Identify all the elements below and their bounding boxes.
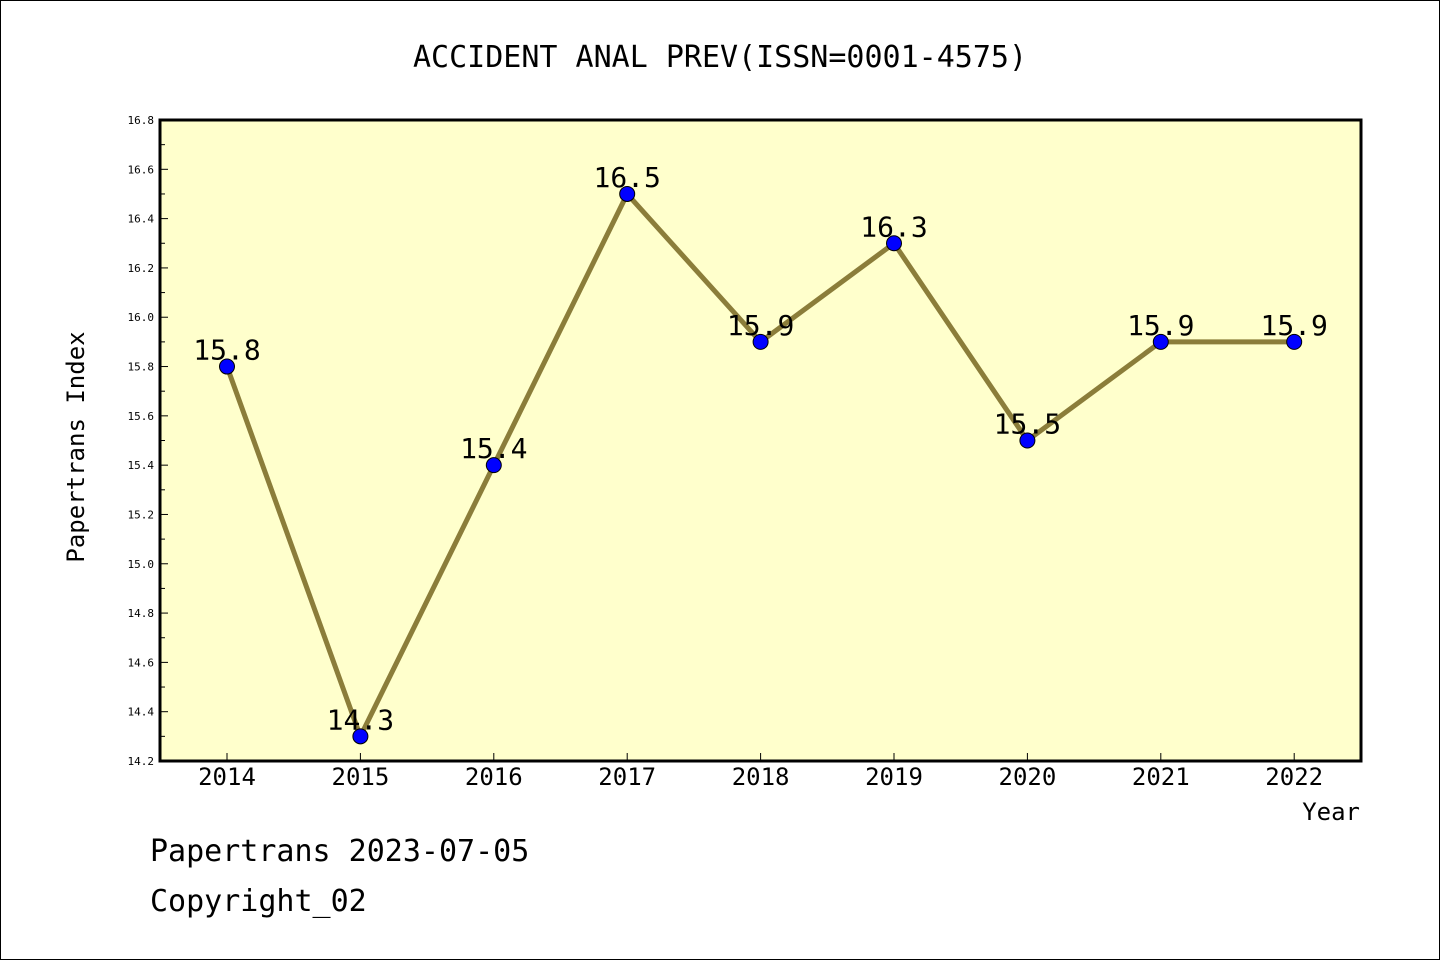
data-point xyxy=(619,185,636,202)
y-tick-label: 15.8 xyxy=(128,361,155,374)
x-tick-label: 2020 xyxy=(999,763,1057,791)
data-point xyxy=(752,333,769,350)
x-tick-label: 2015 xyxy=(332,763,390,791)
plot-area xyxy=(158,118,1363,763)
y-tick-label: 16.0 xyxy=(128,311,155,324)
data-label: 16.3 xyxy=(860,210,927,243)
y-tick-label: 15.0 xyxy=(128,558,155,571)
data-point xyxy=(352,728,369,745)
y-tick-label: 16.6 xyxy=(128,163,155,176)
y-tick-label: 14.4 xyxy=(128,706,155,719)
data-label: 15.9 xyxy=(1127,309,1194,342)
data-label: 14.3 xyxy=(327,703,394,736)
data-label: 15.5 xyxy=(994,408,1061,441)
data-label: 15.9 xyxy=(1260,309,1327,342)
footer-copyright: Copyright_02 xyxy=(150,884,367,919)
y-tick-label: 16.4 xyxy=(128,213,155,226)
x-tick-label: 2014 xyxy=(198,763,256,791)
x-tick-label: 2017 xyxy=(598,763,656,791)
x-tick-label: 2016 xyxy=(465,763,523,791)
data-label: 15.4 xyxy=(460,432,527,465)
x-tick-label: 2018 xyxy=(732,763,790,791)
data-point xyxy=(485,457,502,474)
data-point xyxy=(1286,333,1303,350)
data-point xyxy=(1152,333,1169,350)
y-tick-label: 15.6 xyxy=(128,410,155,423)
y-tick-label: 16.2 xyxy=(128,262,155,275)
y-axis-label: Papertrans Index xyxy=(62,331,90,562)
data-label: 16.5 xyxy=(593,161,660,194)
y-tick-label: 15.4 xyxy=(128,459,155,472)
y-tick-label: 14.2 xyxy=(128,755,155,768)
data-label: 15.9 xyxy=(727,309,794,342)
x-tick-label: 2019 xyxy=(865,763,923,791)
x-tick-label: 2022 xyxy=(1265,763,1323,791)
footer-date: Papertrans 2023-07-05 xyxy=(150,834,530,869)
y-tick-label: 14.8 xyxy=(128,607,155,620)
data-label: 15.8 xyxy=(193,334,260,367)
y-tick-label: 16.8 xyxy=(128,114,155,127)
x-axis-ticks: 2014 2015 2016 2017 2018 2019 2020 2021 2022 xyxy=(198,753,1323,791)
data-point xyxy=(1019,432,1036,449)
series-layer: 15.8 14.3 15.4 16.5 15.9 16.3 15.5 15.9 15.9 xyxy=(193,161,1328,745)
data-point xyxy=(219,358,235,375)
data-point xyxy=(886,235,902,252)
x-axis-label: Year xyxy=(1302,798,1360,826)
y-tick-label: 15.2 xyxy=(128,508,155,521)
y-tick-label: 14.6 xyxy=(128,656,155,669)
chart-title: ACCIDENT ANAL PREV(ISSN=0001-4575) xyxy=(413,40,1027,75)
y-axis-ticks: 14.2 14.4 14.6 14.8 15.0 15.2 15.4 15.6 15.8 16.0… xyxy=(128,114,168,768)
x-tick-label: 2021 xyxy=(1132,763,1190,791)
